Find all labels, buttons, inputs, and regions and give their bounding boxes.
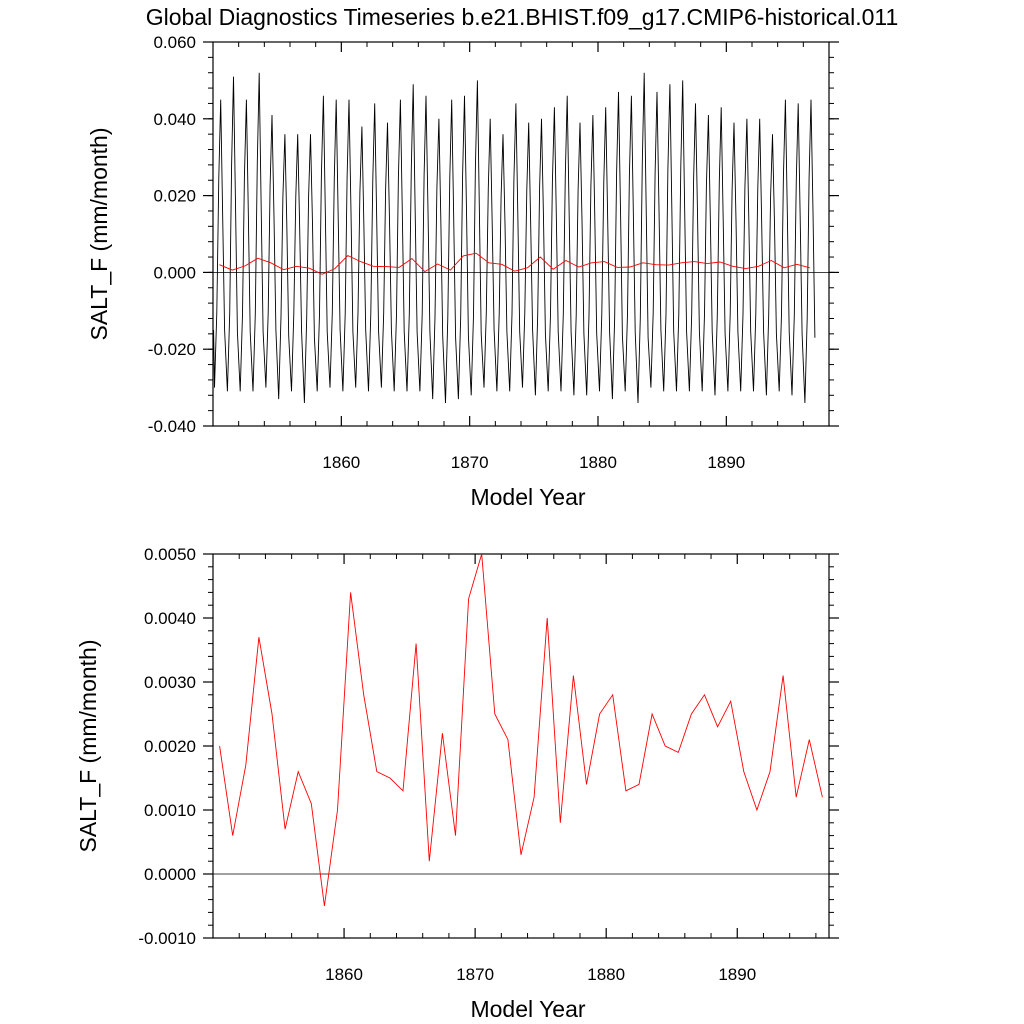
- chart-title: Global Diagnostics Timeseries b.e21.BHIS…: [146, 4, 899, 30]
- y-axis-label: SALT_F (mm/month): [86, 128, 112, 341]
- annual-mean-panel: 1860 1870 1880 1890 -0.0010 0.0000 0.0010 0.002…: [75, 545, 839, 1022]
- y-tick-label: -0.020: [148, 340, 196, 359]
- y-tick-label: 0.060: [153, 33, 196, 52]
- y-tick-label: -0.040: [148, 417, 196, 436]
- monthly-series-line: [213, 72, 816, 404]
- x-tick-label: 1870: [451, 453, 489, 472]
- x-tick-label: 1860: [322, 453, 360, 472]
- y-tick-label: 0.0020: [144, 737, 196, 756]
- y-tick-label: -0.0010: [138, 929, 196, 948]
- x-axis-label: Model Year: [470, 484, 585, 510]
- annual-mean-series-line: [219, 553, 823, 907]
- y-tick-label: 0.0030: [144, 673, 196, 692]
- y-tick-label: 0.0040: [144, 609, 196, 628]
- y-tick-label: 0.040: [153, 110, 196, 129]
- x-tick-label: 1880: [587, 965, 625, 984]
- y-tick-label: 0.0010: [144, 801, 196, 820]
- y-tick-label: 0.0000: [144, 865, 196, 884]
- y-tick-label: 0.0050: [144, 545, 196, 564]
- x-tick-label: 1890: [707, 453, 745, 472]
- x-tick-label: 1880: [579, 453, 617, 472]
- plot-frame: [212, 553, 830, 939]
- y-tick-label: 0.020: [153, 187, 196, 206]
- monthly-timeseries-panel: 1860 1870 1880 1890 -0.040 -0.020 0.000 0.020 0.…: [86, 33, 839, 510]
- x-tick-label: 1860: [325, 965, 363, 984]
- annual-mean-series-line: [219, 252, 810, 275]
- x-tick-label: 1890: [718, 965, 756, 984]
- y-axis-label: SALT_F (mm/month): [75, 640, 101, 853]
- y-tick-label: 0.000: [153, 263, 196, 282]
- x-axis-label: Model Year: [470, 996, 585, 1022]
- x-tick-label: 1870: [456, 965, 494, 984]
